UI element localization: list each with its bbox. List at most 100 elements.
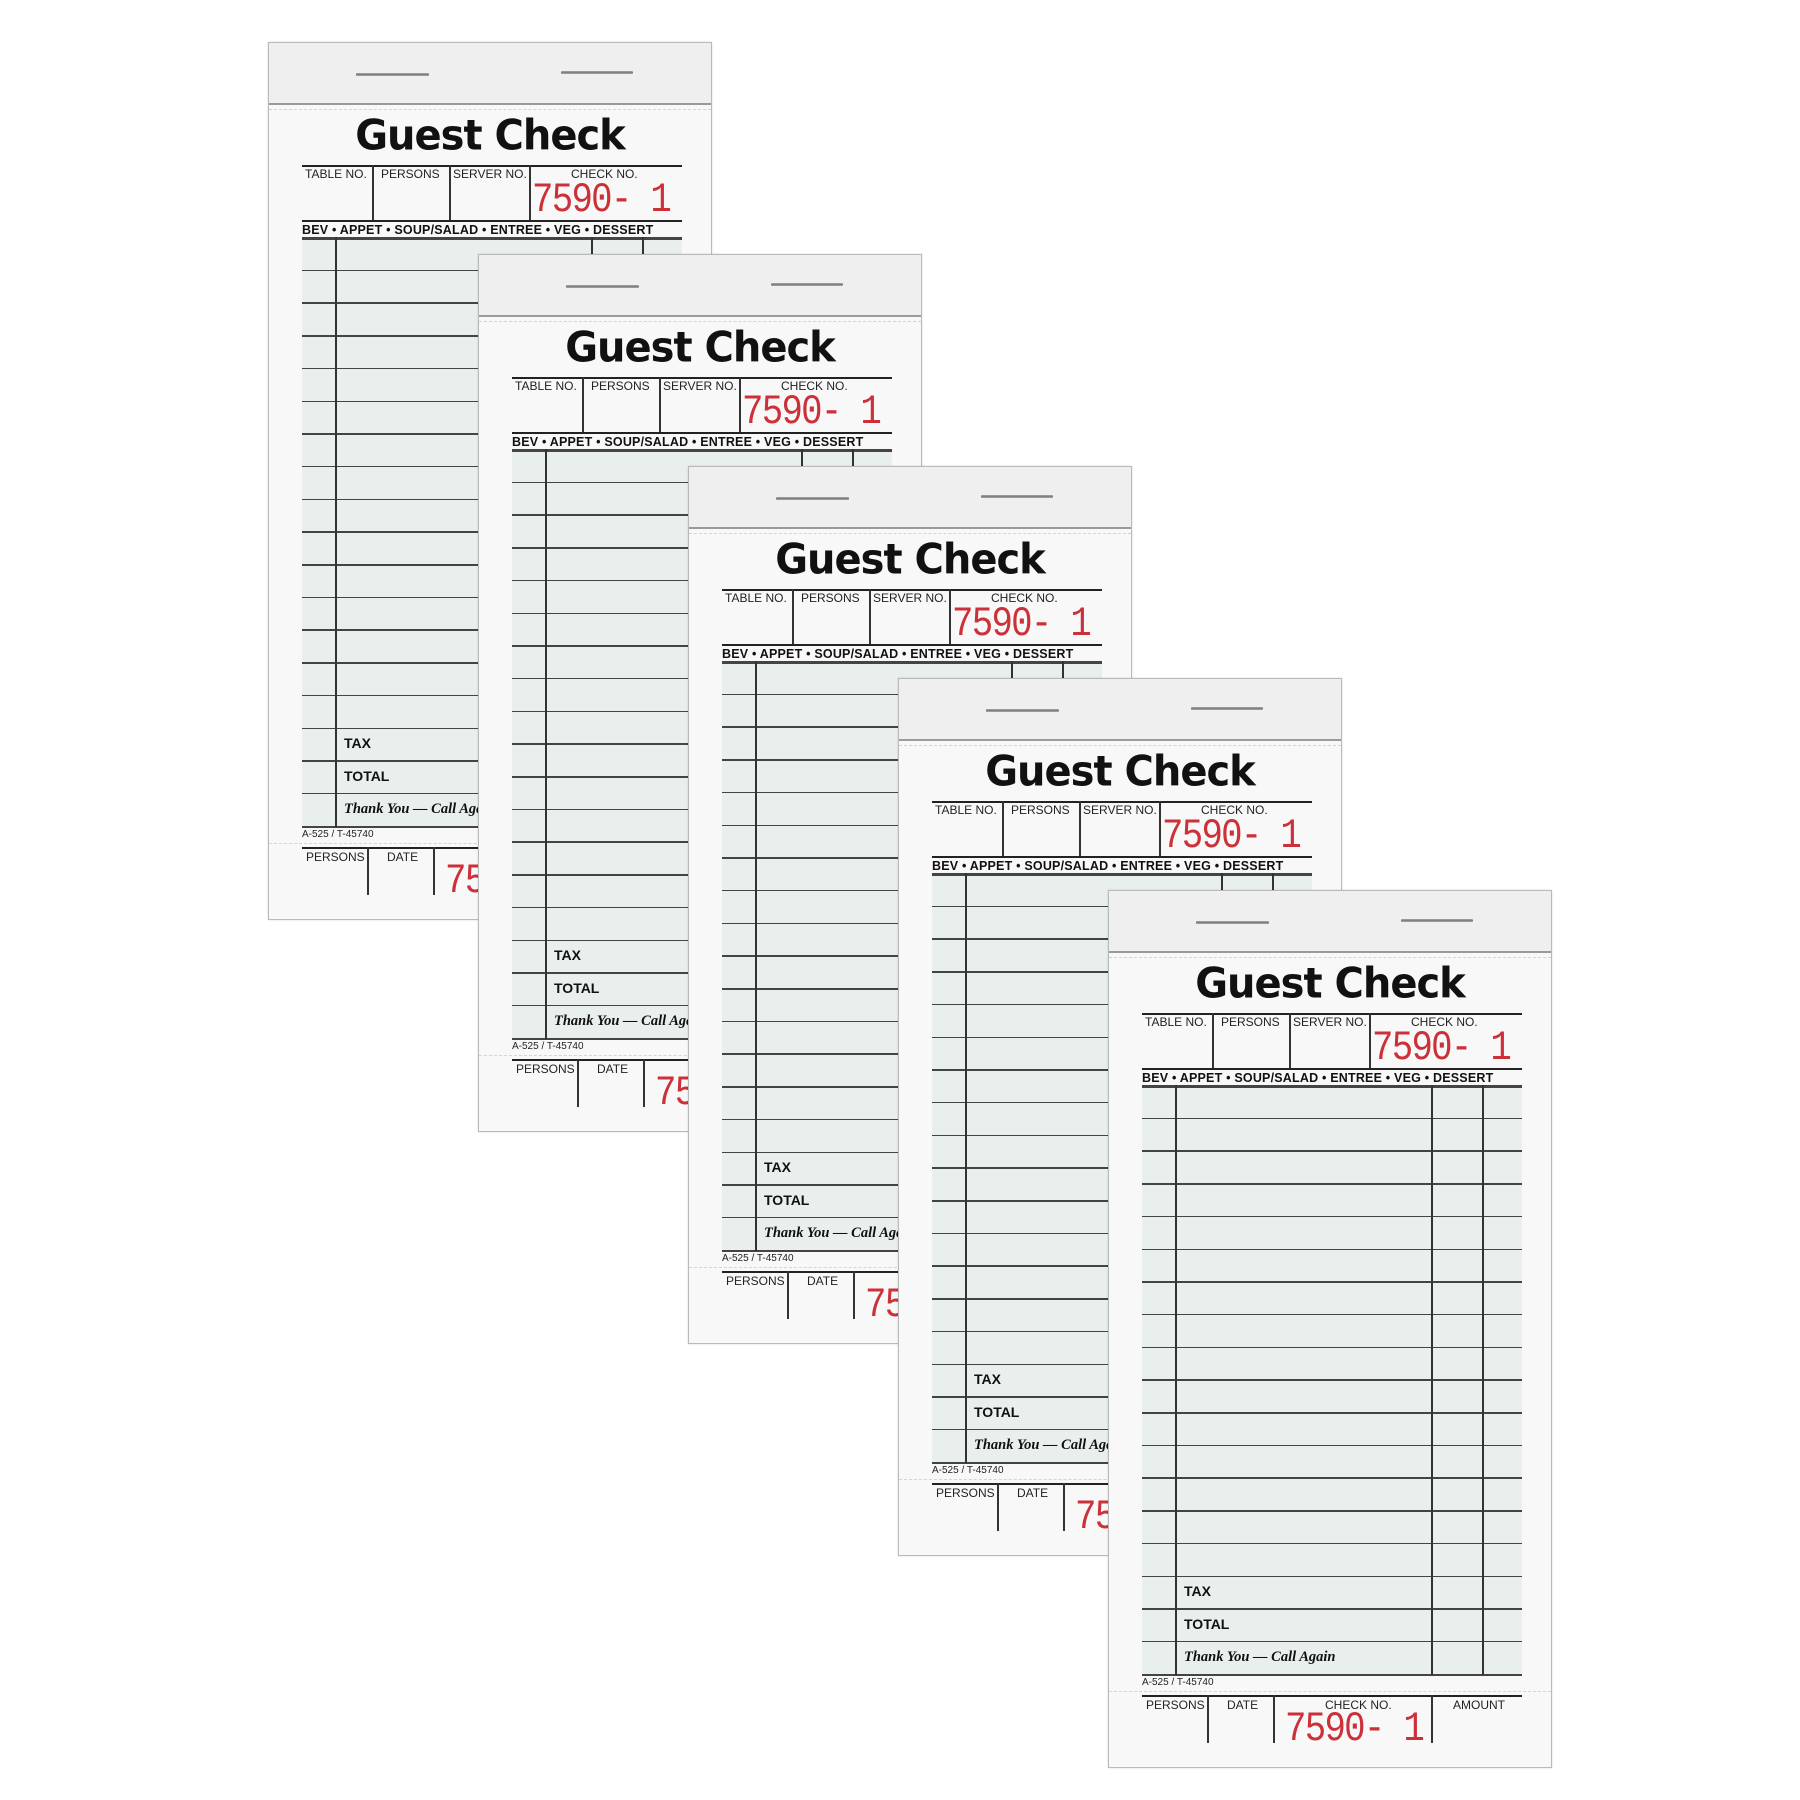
- divider: [949, 589, 951, 645]
- divider: [792, 589, 794, 645]
- staple-icon: [981, 495, 1053, 498]
- persons-label: PERSONS: [1221, 1015, 1280, 1029]
- divider: [722, 589, 1102, 591]
- staple-icon: [356, 73, 429, 76]
- persons-label: PERSONS: [1011, 803, 1070, 817]
- grid-row-line: [1142, 1379, 1522, 1381]
- grid-row-line: [722, 661, 1102, 664]
- pad-binding-band: [269, 43, 711, 105]
- thank-you-text: Thank You — Call Again: [554, 1013, 706, 1029]
- staple-icon: [1191, 707, 1263, 710]
- persons-label: PERSONS: [381, 167, 440, 181]
- divider: [853, 1271, 855, 1319]
- stub-amount-label: AMOUNT: [1453, 1698, 1505, 1712]
- grid-row-line: [1142, 1346, 1522, 1349]
- pad-binding-band: [1109, 891, 1551, 953]
- persons-label: PERSONS: [591, 379, 650, 393]
- pad-binding-band: [899, 679, 1341, 741]
- grid-row-line: [1142, 1313, 1522, 1316]
- table-no-label: TABLE NO.: [1145, 1015, 1207, 1029]
- divider: [932, 856, 1312, 858]
- check-no-label: CHECK NO.: [1411, 1015, 1478, 1029]
- divider: [1142, 1013, 1522, 1015]
- divider: [582, 377, 584, 433]
- divider: [1142, 1695, 1522, 1697]
- total-label: TOTAL: [764, 1192, 810, 1208]
- grid-row-line: [512, 449, 892, 452]
- stub-persons-label: PERSONS: [1146, 1698, 1205, 1712]
- grid-row-line: [1142, 1150, 1522, 1152]
- pad-binding-band: [689, 467, 1131, 529]
- grid-row-line: [1142, 1673, 1522, 1677]
- divider: [1431, 1085, 1433, 1675]
- divider: [755, 661, 757, 1251]
- pad-title: Guest Check: [1195, 959, 1466, 1009]
- divider: [302, 220, 682, 222]
- perforation: [269, 109, 711, 110]
- tax-label: TAX: [974, 1371, 1001, 1387]
- divider: [1273, 1695, 1275, 1743]
- perforation: [689, 533, 1131, 534]
- tax-label: TAX: [554, 947, 581, 963]
- perforation: [899, 745, 1341, 746]
- stub-check-number: 7590- 1: [1285, 1705, 1425, 1753]
- divider: [997, 1483, 999, 1531]
- divider: [577, 1059, 579, 1107]
- divider: [932, 801, 1312, 803]
- staple-icon: [1401, 919, 1473, 922]
- divider: [1207, 1695, 1209, 1743]
- stub-date-label: DATE: [807, 1274, 839, 1288]
- grid-row-line: [1142, 1444, 1522, 1447]
- category-header: BEV • APPET • SOUP/SALAD • ENTREE • VEG …: [932, 859, 1284, 873]
- divider: [1431, 1695, 1433, 1743]
- divider: [449, 165, 451, 221]
- category-header: BEV • APPET • SOUP/SALAD • ENTREE • VEG …: [512, 435, 864, 449]
- divider: [659, 377, 661, 433]
- thank-you-text: Thank You — Call Again: [974, 1437, 1126, 1453]
- grid-row-line: [1142, 1640, 1522, 1643]
- stub-persons-label: PERSONS: [936, 1486, 995, 1500]
- perforation: [1109, 957, 1551, 958]
- perforation: [1109, 1691, 1551, 1692]
- thank-you-text: Thank You — Call Again: [764, 1225, 916, 1241]
- grid-row-line: [1142, 1248, 1522, 1250]
- perforation: [479, 321, 921, 322]
- grid-row-line: [1142, 1477, 1522, 1479]
- staple-icon: [986, 709, 1059, 712]
- stub-date-label: DATE: [1227, 1698, 1259, 1712]
- persons-label: PERSONS: [801, 591, 860, 605]
- divider: [367, 847, 369, 895]
- order-grid: TAX TOTAL Thank You — Call Again: [1142, 1085, 1522, 1677]
- divider: [643, 1059, 645, 1107]
- check-no-label: CHECK NO.: [991, 591, 1058, 605]
- grid-row-line: [1142, 1608, 1522, 1610]
- total-label: TOTAL: [1184, 1616, 1230, 1632]
- category-header: BEV • APPET • SOUP/SALAD • ENTREE • VEG …: [722, 647, 1074, 661]
- divider: [1212, 1013, 1214, 1069]
- grid-row-line: [1142, 1575, 1522, 1577]
- divider: [1159, 801, 1161, 857]
- divider: [965, 873, 967, 1463]
- check-no-label: CHECK NO.: [781, 379, 848, 393]
- divider: [739, 377, 741, 433]
- divider: [1079, 801, 1081, 857]
- thank-you-text: Thank You — Call Again: [344, 801, 496, 817]
- tax-label: TAX: [764, 1159, 791, 1175]
- grid-row-line: [932, 873, 1312, 876]
- thank-you-text: Thank You — Call Again: [1184, 1649, 1336, 1665]
- divider: [512, 377, 892, 379]
- grid-row-line: [1142, 1510, 1522, 1512]
- grid-row-line: [1142, 1117, 1522, 1120]
- divider: [433, 847, 435, 895]
- table-no-label: TABLE NO.: [935, 803, 997, 817]
- grid-row-line: [1142, 1085, 1522, 1088]
- pad-title: Guest Check: [355, 111, 626, 161]
- pad-title: Guest Check: [775, 535, 1046, 585]
- divider: [1142, 1068, 1522, 1070]
- staple-icon: [771, 283, 843, 286]
- check-number: 7590- 1: [1162, 812, 1302, 860]
- divider: [1482, 1085, 1484, 1675]
- total-label: TOTAL: [554, 980, 600, 996]
- check-no-label: CHECK NO.: [1201, 803, 1268, 817]
- grid-row-line: [1142, 1412, 1522, 1414]
